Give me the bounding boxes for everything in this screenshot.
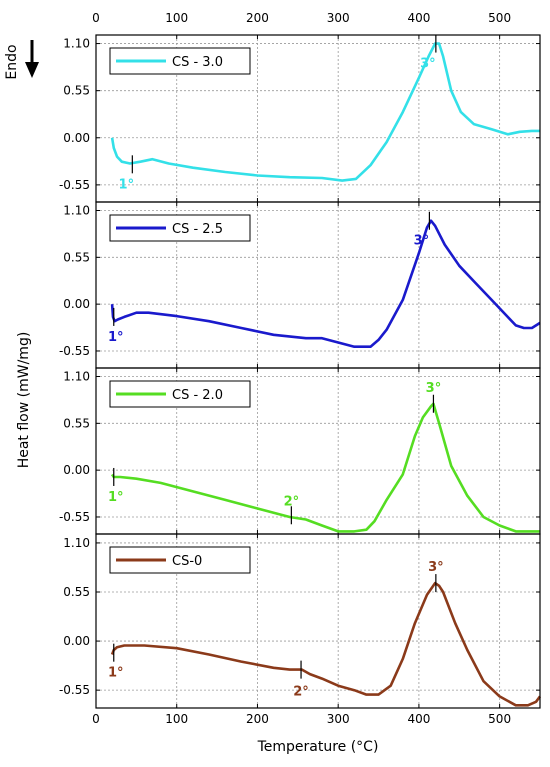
panel-1: -0.55 0.00 0.55 1.10 1° 3° CS - 2.5 (59, 201, 541, 369)
top-x-tick-label: 100 (165, 11, 188, 25)
peak-label: 3° (426, 381, 442, 396)
y-tick-label: 0.55 (63, 416, 90, 430)
bottom-x-tick-label: 200 (246, 712, 269, 726)
y-tick-label: -0.55 (59, 178, 90, 192)
peak-label: 2° (293, 685, 309, 700)
top-x-tick-label: 300 (327, 11, 350, 25)
y-tick-label: 0.55 (63, 84, 90, 98)
y-tick-label: 1.10 (63, 37, 90, 51)
top-x-tick-label: 400 (407, 11, 430, 25)
y-tick-label: -0.55 (59, 344, 90, 358)
x-axis-label: Temperature (°C) (257, 739, 379, 755)
legend-label: CS - 2.5 (172, 222, 223, 237)
bottom-x-tick-label: 300 (327, 712, 350, 726)
legend-label: CS - 2.0 (172, 388, 223, 403)
peak-label: 3° (428, 560, 444, 575)
peak-label: 3° (420, 57, 436, 72)
panel-2: -0.55 0.00 0.55 1.10 1° 2° 3° CS - 2.0 (59, 367, 541, 535)
peak-label: 1° (119, 177, 135, 192)
top-x-tick-label: 200 (246, 11, 269, 25)
y-tick-label: 1.10 (63, 536, 90, 550)
peak-label: 2° (284, 494, 300, 509)
endo-arrow-icon (25, 40, 39, 78)
endo-label: Endo (4, 44, 20, 79)
y-tick-label: 1.10 (63, 204, 90, 218)
y-tick-label: 0.00 (63, 131, 90, 145)
bottom-x-tick-label: 100 (165, 712, 188, 726)
peak-label: 1° (108, 666, 124, 681)
peak-label: 3° (414, 234, 430, 249)
bottom-x-tick-label: 500 (488, 712, 511, 726)
bottom-x-axis: 0 100 200 300 400 500 (92, 712, 511, 726)
peak-label: 1° (108, 330, 124, 345)
y-tick-label: 0.00 (63, 297, 90, 311)
y-axis-label: Heat flow (mW/mg) (16, 332, 32, 469)
top-x-tick-label: 0 (92, 11, 100, 25)
bottom-x-tick-label: 400 (407, 712, 430, 726)
y-tick-label: 0.00 (63, 634, 90, 648)
legend-label: CS-0 (172, 554, 202, 569)
series-line-2 (111, 402, 540, 533)
legend-label: CS - 3.0 (172, 55, 223, 70)
top-x-axis: 0 100 200 300 400 500 (92, 11, 511, 25)
series-line-0 (110, 42, 540, 182)
panel-0: -0.55 0.00 0.55 1.10 1° 3° CS - 3.0 (59, 34, 541, 203)
top-x-tick-label: 500 (488, 11, 511, 25)
y-tick-label: 0.55 (63, 585, 90, 599)
y-tick-label: 0.00 (63, 463, 90, 477)
series-line-1 (110, 219, 541, 348)
y-tick-label: 0.55 (63, 250, 90, 264)
bottom-x-tick-label: 0 (92, 712, 100, 726)
y-tick-label: 1.10 (63, 370, 90, 384)
y-tick-label: -0.55 (59, 683, 90, 697)
series-line-3 (110, 581, 542, 707)
peak-label: 1° (108, 490, 124, 505)
panel-3: -0.55 0.00 0.55 1.10 1° 2° 3° CS-0 (59, 533, 542, 709)
panel-frame (95, 533, 541, 709)
panels: -0.55 0.00 0.55 1.10 1° 3° CS - 3.0 -0.55 0.00 0.… (59, 34, 542, 709)
y-tick-label: -0.55 (59, 510, 90, 524)
